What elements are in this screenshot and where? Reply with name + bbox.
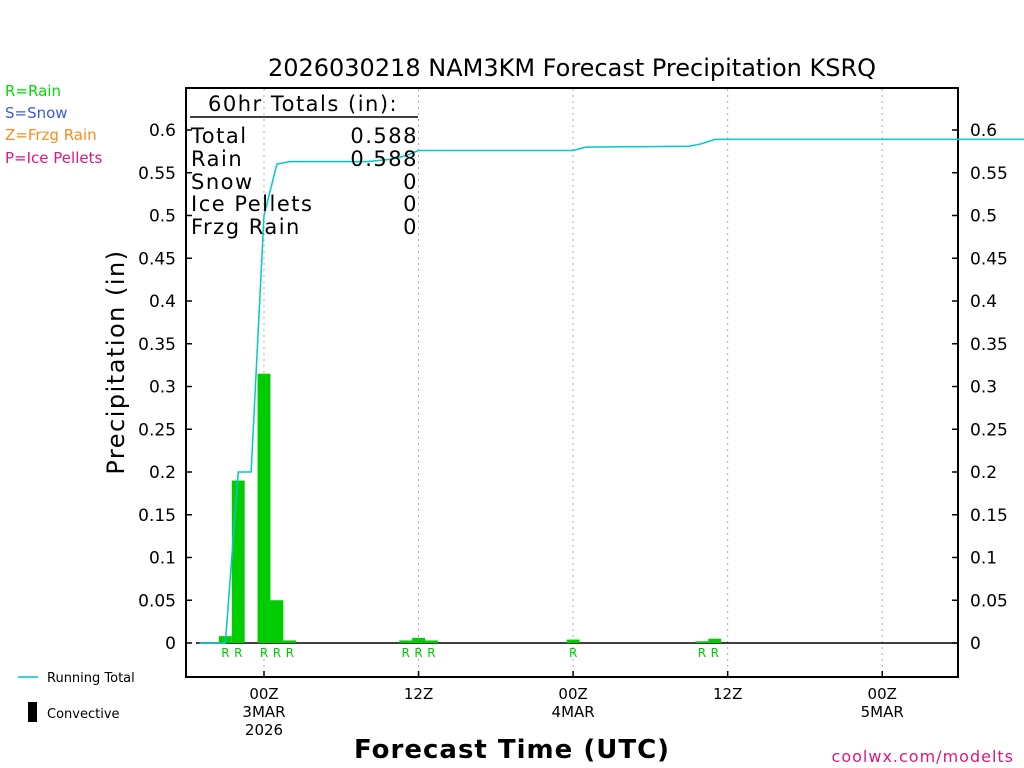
plot-frame — [185, 87, 959, 678]
ptype-label: R — [273, 646, 281, 660]
ptype-legend-frzg-rain: Z=Frzg Rain — [5, 126, 97, 144]
x-tick-label: 5MAR — [861, 703, 904, 721]
y-tick-label-left: 0.45 — [138, 249, 176, 269]
totals-value-snow: 0 — [403, 170, 418, 194]
y-tick-label-right: 0.35 — [970, 335, 1008, 355]
y-tick-label-right: 0.3 — [970, 378, 997, 398]
x-tick-label: 12Z — [404, 685, 433, 703]
y-tick-label-left: 0.6 — [149, 121, 176, 141]
y-tick-label-left: 0.4 — [149, 292, 176, 312]
y-tick-label-right: 0.15 — [970, 506, 1008, 526]
totals-box: 60hr Totals (in): Total 0.588 Rain 0.588… — [190, 92, 418, 239]
convective-legend-label: Convective — [47, 707, 120, 722]
y-axis-label: Precipitation (in) — [102, 249, 130, 474]
ptype-label: R — [402, 646, 410, 660]
totals-label-rain: Rain — [191, 147, 243, 171]
ptype-label: R — [234, 646, 242, 660]
chart-title: 2026030218 NAM3KM Forecast Precipitation… — [268, 54, 876, 82]
y-tick-label-left: 0.1 — [149, 549, 176, 569]
series-legend: Running Total Convective — [18, 671, 135, 722]
y-tick-label-left: 0 — [165, 634, 176, 654]
precip-bar — [425, 640, 438, 643]
y-tick-label-right: 0 — [970, 634, 981, 654]
precip-bar — [283, 640, 297, 643]
ptype-label: R — [286, 646, 294, 660]
y-tick-label-left: 0.2 — [149, 463, 176, 483]
ptype-label: R — [414, 646, 422, 660]
y-axis-right: 0 0.05 0.1 0.15 0.2 0.25 0.3 0.35 0.4 0.45 0.5 0.55… — [952, 121, 1008, 654]
running-total-line — [199, 138, 1024, 644]
y-tick-label-left: 0.35 — [138, 335, 176, 355]
vertical-gridlines — [263, 89, 883, 676]
x-tick-label: 00Z — [868, 685, 897, 703]
totals-value-ice-pellets: 0 — [403, 192, 418, 216]
running-total-legend-label: Running Total — [47, 671, 135, 686]
ptype-label: R — [711, 646, 719, 660]
y-axis-left: 0 0.05 0.1 0.15 0.2 0.25 0.3 0.35 0.4 0.45 0.5 0.55… — [138, 121, 192, 654]
totals-label-ice-pellets: Ice Pellets — [191, 192, 313, 216]
precip-bar — [695, 641, 709, 643]
totals-value-total: 0.588 — [350, 124, 418, 148]
y-tick-label-right: 0.6 — [970, 121, 997, 141]
x-tick-label: 4MAR — [552, 703, 595, 721]
ptype-legend-ice-pellets: P=Ice Pellets — [5, 149, 102, 167]
y-tick-label-right: 0.1 — [970, 549, 997, 569]
y-tick-label-right: 0.2 — [970, 463, 997, 483]
y-tick-label-right: 0.05 — [970, 591, 1008, 611]
y-tick-label-left: 0.3 — [149, 378, 176, 398]
x-tick-label: 00Z — [558, 685, 587, 703]
y-tick-label-left: 0.55 — [138, 164, 176, 184]
ptype-legend: R=Rain S=Snow Z=Frzg Rain P=Ice Pellets — [5, 82, 102, 167]
y-tick-label-right: 0.4 — [970, 292, 997, 312]
x-tick-label: 3MAR — [242, 703, 285, 721]
y-tick-label-right: 0.25 — [970, 420, 1008, 440]
ptype-label: R — [698, 646, 706, 660]
convective-swatch — [28, 702, 37, 722]
ptype-label: R — [569, 646, 577, 660]
y-tick-label-left: 0.5 — [149, 207, 176, 227]
totals-label-snow: Snow — [191, 170, 254, 194]
y-tick-label-left: 0.15 — [138, 506, 176, 526]
ptype-legend-rain: R=Rain — [5, 82, 61, 100]
ptype-label: R — [221, 646, 229, 660]
precip-bar — [231, 480, 245, 643]
x-tick-label: 2026 — [245, 721, 283, 739]
ptype-legend-snow: S=Snow — [5, 104, 68, 122]
precip-bar — [566, 639, 580, 643]
y-tick-label-left: 0.05 — [138, 591, 176, 611]
ptype-label: R — [427, 646, 435, 660]
totals-label-frzg-rain: Frzg Rain — [191, 215, 301, 239]
precip-bar — [708, 638, 722, 643]
precip-bar — [270, 600, 284, 643]
totals-label-total: Total — [190, 124, 248, 148]
y-tick-label-left: 0.25 — [138, 420, 176, 440]
y-tick-label-right: 0.55 — [970, 164, 1008, 184]
x-tick-label: 12Z — [713, 685, 742, 703]
credit-text: coolwx.com/modelts — [832, 747, 1014, 766]
x-axis-label: Forecast Time (UTC) — [354, 735, 670, 765]
totals-value-frzg-rain: 0 — [403, 215, 418, 239]
y-tick-label-right: 0.45 — [970, 249, 1008, 269]
x-tick-label: 00Z — [249, 685, 278, 703]
totals-title: 60hr Totals (in): — [208, 92, 398, 116]
precip-bars — [218, 373, 722, 643]
totals-value-rain: 0.588 — [350, 147, 418, 171]
precip-bar — [412, 637, 425, 643]
ptype-label: R — [260, 646, 268, 660]
y-tick-label-right: 0.5 — [970, 207, 997, 227]
precip-bar — [257, 373, 271, 643]
precip-bar — [399, 640, 413, 643]
